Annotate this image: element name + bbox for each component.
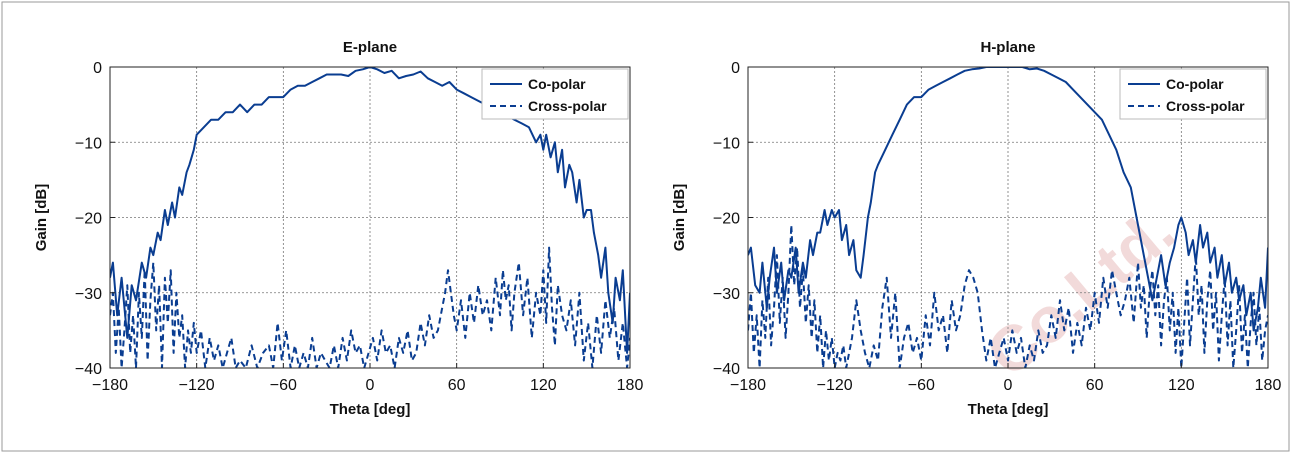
- y-tick-label: −40: [713, 361, 740, 378]
- y-tick-label: 0: [731, 60, 740, 77]
- y-axis-label: Gain [dB]: [671, 184, 688, 252]
- y-tick-label: −10: [713, 135, 740, 152]
- x-tick-label: 60: [1086, 377, 1104, 394]
- legend-box: [1119, 68, 1267, 120]
- series-line-co-polar: [110, 67, 630, 354]
- chart-title: E-plane: [343, 39, 397, 56]
- x-axis-label: Theta [deg]: [968, 401, 1049, 418]
- x-tick-label: 0: [366, 377, 375, 394]
- y-tick-label: −30: [713, 286, 740, 303]
- y-tick-label: 0: [93, 60, 102, 77]
- x-tick-label: −60: [270, 377, 297, 394]
- x-tick-label: 180: [1255, 377, 1282, 394]
- x-tick-label: −120: [179, 377, 215, 394]
- x-tick-label: 180: [617, 377, 644, 394]
- x-tick-label: −180: [92, 377, 128, 394]
- series-line-cross-polar: [110, 246, 630, 368]
- legend: Co-polar Cross-polar: [481, 68, 629, 120]
- x-tick-label: −60: [908, 377, 935, 394]
- x-tick-label: −180: [730, 377, 766, 394]
- legend: Co-polar Cross-polar: [1119, 68, 1267, 120]
- legend-label: Co-polar: [528, 76, 586, 92]
- y-tick-label: −10: [75, 135, 102, 152]
- x-tick-label: 120: [1168, 377, 1195, 394]
- x-tick-label: 120: [530, 377, 557, 394]
- legend-label: Cross-polar: [1166, 98, 1245, 114]
- legend-label: Cross-polar: [528, 98, 607, 114]
- y-tick-label: −30: [75, 286, 102, 303]
- chart-panel-1: −180 −120 −60 0 60 120 180 0 −10 −20 −30 −40 E-plane…: [33, 39, 643, 418]
- x-tick-label: 60: [448, 377, 466, 394]
- x-tick-label: −120: [817, 377, 853, 394]
- chart-title: H-plane: [980, 39, 1035, 56]
- y-axis-label: Gain [dB]: [33, 184, 50, 252]
- y-tick-label: −20: [75, 211, 102, 228]
- series-line-cross-polar: [748, 224, 1268, 368]
- chart-panel-2: −180 −120 −60 0 60 120 180 0 −10 −20 −30 −40 H-plane…: [671, 39, 1281, 418]
- legend-box: [481, 68, 629, 120]
- legend-label: Co-polar: [1166, 76, 1224, 92]
- x-axis-label: Theta [deg]: [330, 401, 411, 418]
- y-tick-label: −20: [713, 211, 740, 228]
- series-line-co-polar: [748, 67, 1268, 332]
- y-tick-label: −40: [75, 361, 102, 378]
- x-tick-label: 0: [1004, 377, 1013, 394]
